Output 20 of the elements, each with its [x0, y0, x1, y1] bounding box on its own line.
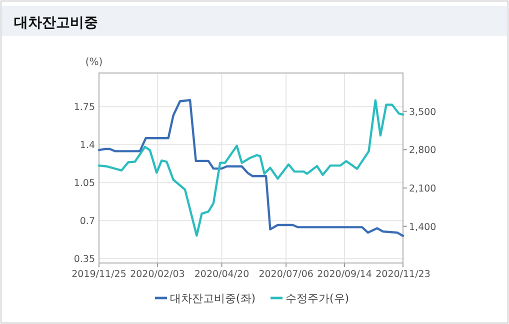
x-tick-label: 2020/04/20 [194, 269, 250, 280]
y2-tick-label: 2,100 [409, 183, 436, 194]
y-tick-label: 1.4 [80, 140, 95, 152]
x-tick-label: 2020/02/03 [130, 269, 185, 280]
y2-tick-label: 2,800 [409, 145, 436, 156]
y-tick-label: 1.05 [74, 178, 95, 190]
y2-tick-label: 1,400 [409, 222, 436, 233]
chart-title: 대차잔고비중 [14, 15, 98, 31]
y-axis-title: (%) [85, 57, 103, 68]
x-tick-label: 2019/11/25 [72, 269, 126, 280]
x-tick-label: 2020/07/06 [258, 269, 314, 280]
legend-label: 수정주가(우) [286, 292, 350, 305]
x-tick-label: 2020/09/14 [317, 269, 372, 280]
line-series [98, 99, 404, 237]
x-tick-label: 2020/11/23 [376, 269, 430, 280]
y-tick-label: 0.35 [74, 254, 95, 266]
y2-tick-label: 3,500 [409, 106, 436, 118]
y-tick-label: 0.7 [80, 216, 95, 228]
legend-label: 대차잔고비중(좌) [170, 292, 256, 305]
y-tick-label: 1.75 [74, 102, 95, 114]
